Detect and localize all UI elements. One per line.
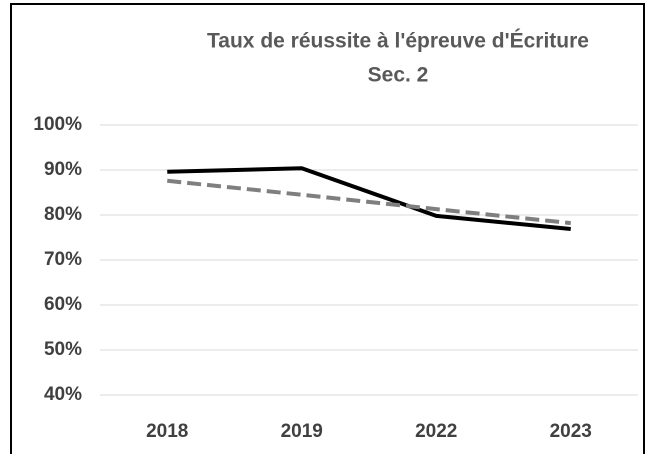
x-tick-label: 2022 <box>415 421 457 442</box>
x-tick-label: 2019 <box>281 421 323 442</box>
y-tick-label: 80% <box>44 204 82 225</box>
y-tick-label: 50% <box>44 339 82 360</box>
y-tick-label: 60% <box>44 294 82 315</box>
y-tick-label: 90% <box>44 159 82 180</box>
data-line <box>167 178 571 226</box>
x-tick-label: 2023 <box>550 421 592 442</box>
data-line <box>167 166 571 231</box>
y-tick-label: 40% <box>44 384 82 405</box>
chart-frame <box>10 3 645 454</box>
x-tick-label: 2018 <box>146 421 188 442</box>
y-tick-label: 70% <box>44 249 82 270</box>
y-tick-label: 100% <box>33 114 82 135</box>
chart-title: Taux de réussite à l'épreuve d'Écriture <box>207 30 589 53</box>
chart-subtitle: Sec. 2 <box>368 64 429 87</box>
